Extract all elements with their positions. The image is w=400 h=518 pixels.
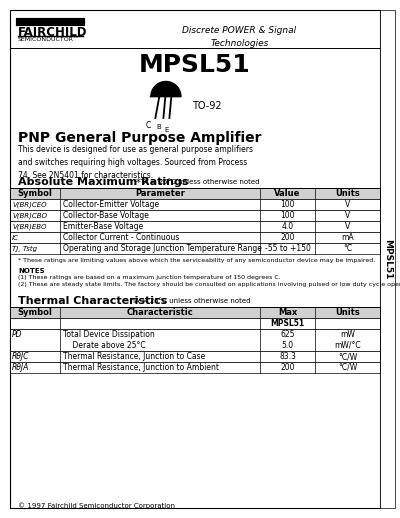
Text: V: V bbox=[345, 200, 350, 209]
Text: E: E bbox=[164, 127, 168, 133]
Text: 83.3: 83.3 bbox=[279, 352, 296, 361]
Text: Parameter: Parameter bbox=[135, 189, 185, 198]
Text: mA: mA bbox=[341, 233, 354, 242]
Text: Thermal Resistance, Junction to Case: Thermal Resistance, Junction to Case bbox=[63, 352, 205, 361]
Text: Thermal Resistance, Junction to Ambient: Thermal Resistance, Junction to Ambient bbox=[63, 363, 219, 372]
Bar bbox=[10, 199, 380, 210]
Text: PNP General Purpose Amplifier: PNP General Purpose Amplifier bbox=[18, 131, 262, 145]
Bar bbox=[10, 307, 380, 318]
Text: Absolute Maximum Ratings: Absolute Maximum Ratings bbox=[18, 177, 188, 187]
Text: FAIRCHILD: FAIRCHILD bbox=[18, 26, 88, 39]
Text: *: * bbox=[136, 178, 141, 188]
Text: MPSL51: MPSL51 bbox=[270, 319, 304, 328]
Text: V(BR)EBO: V(BR)EBO bbox=[12, 223, 46, 230]
Text: RθJA: RθJA bbox=[12, 363, 29, 372]
Text: IC: IC bbox=[12, 235, 19, 240]
Text: -55 to +150: -55 to +150 bbox=[264, 244, 310, 253]
Text: MPSL51: MPSL51 bbox=[383, 239, 392, 279]
Text: Operating and Storage Junction Temperature Range: Operating and Storage Junction Temperatu… bbox=[63, 244, 262, 253]
Text: C: C bbox=[145, 121, 150, 130]
Text: This device is designed for use as general purpose amplifiers
and switches requi: This device is designed for use as gener… bbox=[18, 145, 253, 180]
Bar bbox=[10, 210, 380, 221]
Text: Symbol: Symbol bbox=[18, 189, 52, 198]
Bar bbox=[10, 351, 380, 362]
Text: NOTES: NOTES bbox=[18, 268, 45, 274]
Text: Max: Max bbox=[278, 308, 297, 317]
Text: °C: °C bbox=[343, 244, 352, 253]
Bar bbox=[10, 243, 380, 254]
Text: Units: Units bbox=[335, 189, 360, 198]
Text: Total Device Dissipation: Total Device Dissipation bbox=[63, 330, 155, 339]
Text: °C/W: °C/W bbox=[338, 363, 357, 372]
Text: TA = 25°C unless otherwise noted: TA = 25°C unless otherwise noted bbox=[140, 179, 260, 185]
Text: © 1997 Fairchild Semiconductor Corporation: © 1997 Fairchild Semiconductor Corporati… bbox=[18, 502, 175, 509]
Bar bbox=[10, 232, 380, 243]
Bar bbox=[10, 362, 380, 373]
Bar bbox=[380, 10, 395, 508]
Text: TJ, Tstg: TJ, Tstg bbox=[12, 246, 37, 252]
Text: Emitter-Base Voltage: Emitter-Base Voltage bbox=[63, 222, 143, 231]
Text: 4.0: 4.0 bbox=[282, 222, 294, 231]
Text: Characteristic: Characteristic bbox=[127, 308, 193, 317]
Text: mW: mW bbox=[340, 330, 355, 339]
Bar bbox=[10, 188, 380, 199]
Text: mW/°C: mW/°C bbox=[334, 341, 361, 350]
Text: Value: Value bbox=[274, 189, 301, 198]
Text: (2) These are steady state limits. The factory should be consulted on applicatio: (2) These are steady state limits. The f… bbox=[18, 282, 400, 287]
Text: Collector-Base Voltage: Collector-Base Voltage bbox=[63, 211, 149, 220]
Text: V: V bbox=[345, 211, 350, 220]
Text: 5.0: 5.0 bbox=[282, 341, 294, 350]
Text: V(BR)CBO: V(BR)CBO bbox=[12, 212, 47, 219]
Text: Thermal Characteristics: Thermal Characteristics bbox=[18, 296, 167, 306]
Text: (1) These ratings are based on a maximum junction temperature of 150 degrees C.: (1) These ratings are based on a maximum… bbox=[18, 275, 281, 280]
Text: * These ratings are limiting values above which the serviceability of any semico: * These ratings are limiting values abov… bbox=[18, 258, 375, 263]
Text: TO-92: TO-92 bbox=[192, 101, 222, 111]
Text: 625: 625 bbox=[280, 330, 295, 339]
Text: TA = 25°C unless otherwise noted: TA = 25°C unless otherwise noted bbox=[131, 298, 250, 304]
Text: 200: 200 bbox=[280, 233, 295, 242]
Text: RθJC: RθJC bbox=[12, 352, 30, 361]
Text: °C/W: °C/W bbox=[338, 352, 357, 361]
Text: Collector Current - Continuous: Collector Current - Continuous bbox=[63, 233, 179, 242]
Text: MPSL51: MPSL51 bbox=[139, 53, 251, 77]
Text: 100: 100 bbox=[280, 200, 295, 209]
Text: Collector-Emitter Voltage: Collector-Emitter Voltage bbox=[63, 200, 159, 209]
Text: Symbol: Symbol bbox=[18, 308, 52, 317]
Bar bbox=[10, 318, 380, 329]
Text: PD: PD bbox=[12, 330, 22, 339]
Text: Units: Units bbox=[335, 308, 360, 317]
Text: 100: 100 bbox=[280, 211, 295, 220]
Text: V: V bbox=[345, 222, 350, 231]
Text: V(BR)CEO: V(BR)CEO bbox=[12, 202, 47, 208]
Text: SEMICONDUCTOR™: SEMICONDUCTOR™ bbox=[18, 37, 80, 42]
Text: Discrete POWER & Signal
Technologies: Discrete POWER & Signal Technologies bbox=[182, 26, 296, 48]
Text: Derate above 25°C: Derate above 25°C bbox=[63, 341, 146, 350]
Bar bbox=[10, 221, 380, 232]
Bar bbox=[10, 329, 380, 351]
Text: B: B bbox=[157, 124, 162, 130]
Text: 200: 200 bbox=[280, 363, 295, 372]
